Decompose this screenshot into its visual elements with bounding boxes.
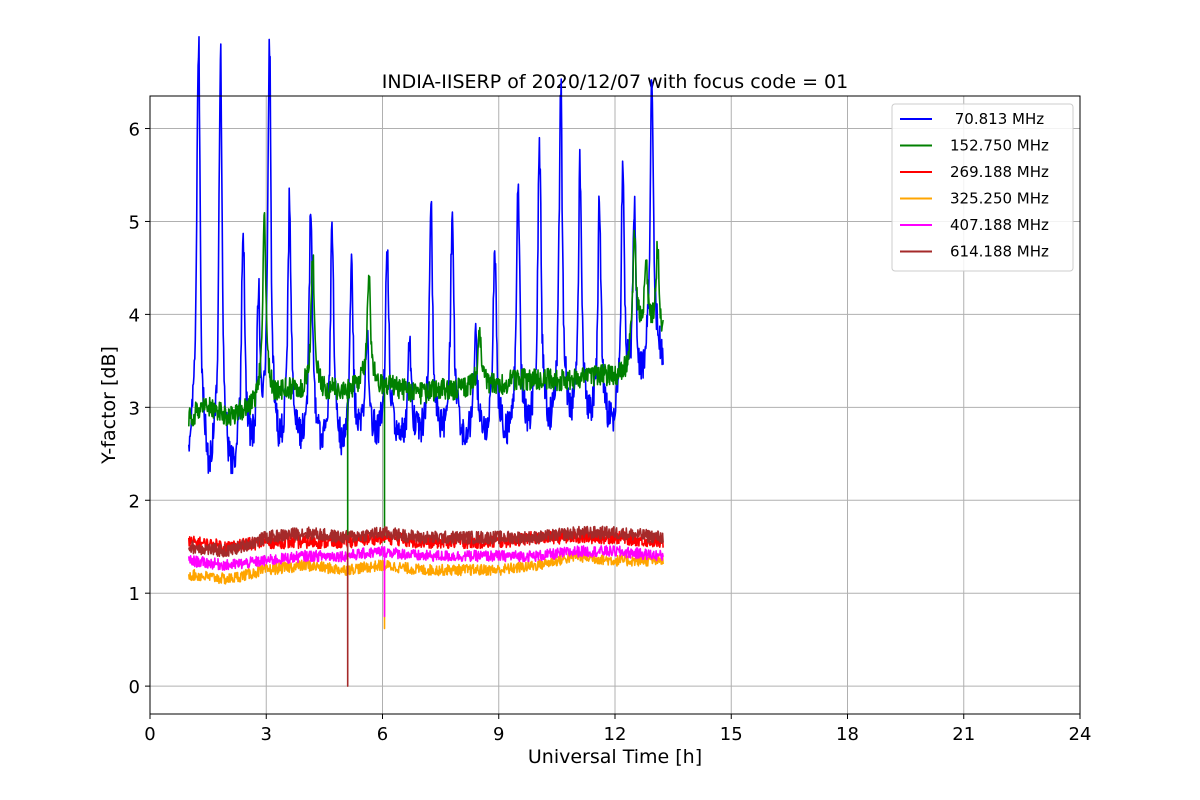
legend-label: 325.250 MHz xyxy=(950,190,1049,208)
chart-title: INDIA-IISERP of 2020/12/07 with focus co… xyxy=(382,71,848,93)
y-tick-label: 3 xyxy=(129,398,140,419)
y-axis-label: Y-factor [dB] xyxy=(98,346,120,465)
x-tick-label: 0 xyxy=(144,724,155,745)
series-line-3 xyxy=(188,550,664,630)
x-axis-label: Universal Time [h] xyxy=(528,746,702,768)
y-tick-label: 6 xyxy=(129,120,140,141)
legend-label: 70.813 MHz xyxy=(950,110,1044,128)
y-tick-label: 4 xyxy=(129,305,140,326)
legend-box xyxy=(891,103,1074,272)
legend-label: 269.188 MHz xyxy=(950,163,1049,181)
x-tick-label: 9 xyxy=(493,724,504,745)
y-tick-label: 2 xyxy=(129,491,140,512)
series-line-1 xyxy=(188,212,664,543)
legend-label: 407.188 MHz xyxy=(950,216,1049,234)
legend-label: 152.750 MHz xyxy=(950,137,1049,155)
x-tick-label: 6 xyxy=(377,724,388,745)
y-tick-label: 1 xyxy=(129,584,140,605)
y-tick-label: 0 xyxy=(129,677,140,698)
legend: 70.813 MHz 152.750 MHz 269.188 MHz 325.250 … xyxy=(891,103,1074,272)
y-tick-label: 5 xyxy=(129,212,140,233)
series-layer xyxy=(188,36,664,687)
x-tick-label: 21 xyxy=(952,724,975,745)
legend-label: 614.188 MHz xyxy=(950,243,1049,261)
x-tick-label: 15 xyxy=(720,724,743,745)
series-line-0 xyxy=(188,36,664,475)
x-tick-label: 3 xyxy=(261,724,272,745)
x-tick-label: 24 xyxy=(1069,724,1092,745)
x-tick-label: 18 xyxy=(836,724,859,745)
series-line-4 xyxy=(188,545,664,618)
series-line-5 xyxy=(188,525,664,687)
x-tick-label: 12 xyxy=(604,724,627,745)
